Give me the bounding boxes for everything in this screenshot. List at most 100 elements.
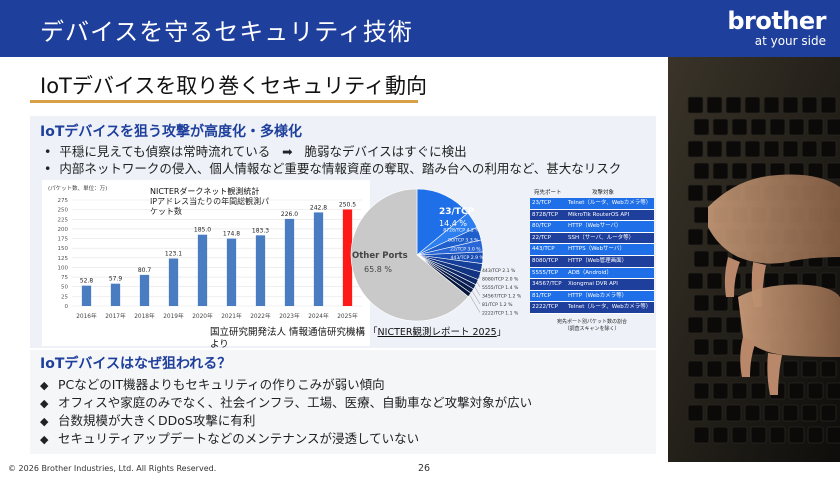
- why-targeted-section: IoTデバイスはなぜ狙われる？ ◆ PCなどのIT機器よりもセキュリティの作りこみ…: [30, 350, 656, 454]
- keyboard-key: [693, 338, 710, 356]
- keyboard-key: [687, 404, 704, 422]
- keyboard-key: [788, 426, 805, 444]
- port-table-caption-note: （調査スキャンを除く）: [564, 325, 620, 332]
- logo-main: brother: [727, 7, 826, 35]
- target-cell: HTTP（Webサーバ）: [568, 223, 622, 230]
- keyboard-key: [750, 162, 767, 180]
- pie-value-label: 65.8 %: [364, 265, 392, 274]
- source-link[interactable]: NICTER観測レポート 2025: [377, 327, 497, 338]
- keyboard-key: [788, 382, 805, 400]
- keyboard-key: [706, 360, 723, 378]
- port-cell: 81/TCP: [532, 292, 552, 299]
- keyboard-key: [769, 426, 786, 444]
- bullet-recon-result: 脆弱なデバイスはすぐに検出: [304, 144, 467, 159]
- reason-item: ◆ セキュリティアップデートなどのメンテナンスが浸透していない: [40, 428, 419, 447]
- bar: [139, 274, 150, 306]
- keyboard-key: [712, 118, 729, 136]
- port-table-header: 宛先ポート 攻撃対象: [530, 189, 654, 198]
- pie-leader-line: [469, 294, 481, 313]
- port-table: 宛先ポート 攻撃対象 23/TCP Telnet（ルータ、Webカメラ等） 8728…: [530, 189, 654, 332]
- keyboard-key: [712, 250, 729, 268]
- keyboard-hands-photo: [668, 57, 840, 462]
- port-table-row: 22/TCP SSH（サーバ、ルータ等）: [530, 232, 654, 245]
- port-table-caption: 宛先ポート別パケット数の割合: [556, 318, 627, 325]
- keyboard-key: [807, 426, 824, 444]
- diamond-bullet-icon: ◆: [40, 415, 49, 428]
- port-table-row: 8080/TCP HTTP（Web管理画面）: [530, 255, 654, 268]
- keyboard-key: [807, 118, 824, 136]
- keyboard-key: [801, 96, 818, 114]
- pie-label: 5555/TCP 1.4 %: [482, 285, 519, 291]
- bar-chart-title: NICTERダークネット観測統計: [150, 186, 259, 196]
- keyboard-key: [801, 404, 818, 422]
- port-table-row: 23/TCP Telnet（ルータ、Webカメラ等）: [530, 198, 654, 210]
- keyboard-key: [782, 96, 799, 114]
- reason-text: PCなどのIT機器よりもセキュリティの作りこみが弱い傾向: [58, 377, 385, 392]
- target-cell: Xiongmai DVR API: [568, 281, 618, 288]
- keyboard-key: [820, 272, 837, 290]
- section1-heading: IoTデバイスを狙う攻撃が高度化・多様化: [40, 124, 302, 140]
- keyboard-key: [687, 228, 704, 246]
- port-cell: 22/TCP: [532, 234, 552, 241]
- keyboard-key: [712, 426, 729, 444]
- pie-slice: [350, 188, 469, 322]
- bar-x-tick: 2017年: [105, 312, 126, 320]
- bar-value-label: 52.8: [80, 278, 94, 285]
- pie-slice: [416, 188, 469, 256]
- pie-leader-line: [474, 286, 481, 296]
- port-cell: 34567/TCP: [532, 281, 562, 288]
- pie-label: 81/TCP 1.2 %: [482, 302, 513, 308]
- bar-y-tick: 175: [58, 237, 69, 243]
- keyboard-key: [744, 404, 761, 422]
- bar: [255, 235, 266, 306]
- bullet-recon: • 平穏に見えても偵察は常時流れている ➡ 脆弱なデバイスはすぐに検出: [44, 144, 467, 159]
- keyboard-key: [763, 404, 780, 422]
- keyboard-key: [693, 294, 710, 312]
- pie-leader-line: [472, 290, 481, 305]
- keyboard-key: [750, 382, 767, 400]
- source-pre: 国立研究開発法人 情報通信研究機構 「: [210, 327, 378, 338]
- bar-y-tick: 200: [58, 227, 69, 233]
- target-cell: MikroTik RouterOS API: [568, 211, 630, 218]
- keyboard-key: [725, 404, 742, 422]
- keyboard-key: [801, 140, 818, 158]
- keyboard-key: [801, 360, 818, 378]
- section2-heading: IoTデバイスはなぜ狙われる？: [40, 356, 232, 372]
- keyboard-key: [782, 140, 799, 158]
- keyboard-key: [693, 118, 710, 136]
- bar: [81, 285, 92, 306]
- arrow-right-icon: ➡: [282, 144, 293, 159]
- bar-value-label: 183.3: [252, 227, 269, 234]
- port-cell: 5555/TCP: [532, 269, 559, 276]
- bar: [313, 212, 324, 306]
- bar-y-tick: 150: [58, 246, 69, 252]
- keyboard-key: [725, 360, 742, 378]
- target-col-header: 攻撃対象: [592, 190, 615, 196]
- keyboard-key: [706, 140, 723, 158]
- bar-unit-label: (パケット数、単位：万): [48, 184, 107, 192]
- keyboard-key: [744, 140, 761, 158]
- keyboard-key: [712, 338, 729, 356]
- keyboard-key: [807, 382, 824, 400]
- keyboard-key: [712, 294, 729, 312]
- keyboard-key: [687, 184, 704, 202]
- bar-x-tick: 2019年: [163, 312, 184, 320]
- keyboard-key: [820, 140, 837, 158]
- pie-label: 22/TCP 3.0 %: [450, 246, 481, 252]
- keyboard-key: [731, 118, 748, 136]
- port-table-row: 2222/TCP Telnet（ルータ、Webカメラ等）: [530, 302, 654, 314]
- diamond-bullet-icon: ◆: [40, 379, 49, 392]
- bullet-risk: • 内部ネットワークの侵入、個人情報など重要な情報資産の奪取、踏み台への利用など…: [44, 161, 622, 176]
- keyboard-key: [687, 140, 704, 158]
- bar-y-tick: 75: [61, 275, 68, 281]
- bar-y-tick: 100: [58, 265, 69, 271]
- keyboard-key: [782, 404, 799, 422]
- bar-y-tick: 25: [61, 294, 68, 300]
- keyboard-key: [820, 404, 837, 422]
- target-cell: HTTP（Webカメラ等）: [568, 292, 628, 299]
- bar: [226, 238, 237, 306]
- bullet-risk-text: 内部ネットワークの侵入、個人情報など重要な情報資産の奪取、踏み台への利用など、甚…: [59, 161, 622, 176]
- port-table-row: 443/TCP HTTPS（Webサーバ）: [530, 244, 654, 256]
- keyboard-key: [687, 360, 704, 378]
- reason-item: ◆ オフィスや家庭のみでなく、社会インフラ、工場、医療、自動車など攻撃対象が広い: [40, 392, 532, 411]
